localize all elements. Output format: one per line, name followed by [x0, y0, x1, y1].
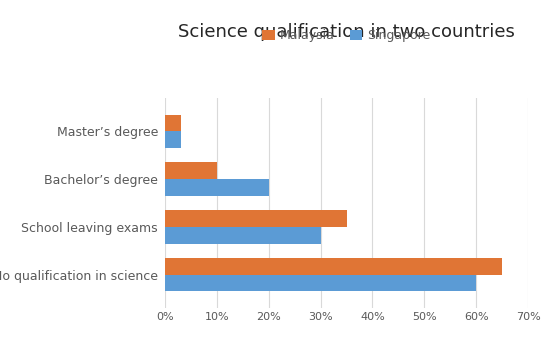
Legend: Malaysia, Singapore: Malaysia, Singapore — [257, 25, 436, 48]
Title: Science qualification in two countries: Science qualification in two countries — [178, 23, 515, 41]
Bar — [165, 258, 502, 275]
Bar — [165, 227, 321, 244]
Bar — [165, 179, 269, 196]
Bar — [165, 131, 180, 148]
Bar — [165, 115, 180, 131]
Bar — [165, 275, 476, 291]
Bar — [165, 162, 217, 179]
Bar — [165, 210, 346, 227]
